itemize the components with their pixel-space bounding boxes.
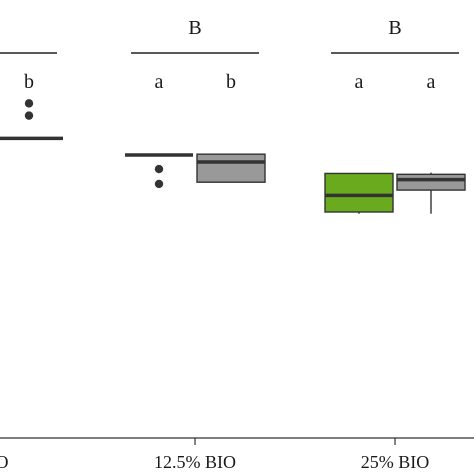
box-letter-label: b bbox=[24, 71, 34, 93]
box-outlier-point bbox=[154, 179, 164, 189]
x-axis: BIO 12.5% BIO 25% BIO bbox=[0, 437, 474, 472]
box-body bbox=[324, 172, 394, 213]
box-letter-label: a bbox=[355, 71, 364, 93]
group-letter-layer: ABB bbox=[0, 17, 459, 54]
box-letter-label: b bbox=[226, 71, 236, 93]
box-letter-label: a bbox=[155, 71, 164, 93]
x-tick-label: 12.5% BIO bbox=[154, 452, 236, 472]
box-outlier-point bbox=[24, 111, 34, 120]
x-tick-label: BIO bbox=[0, 452, 9, 472]
box-body bbox=[196, 153, 266, 183]
box-letter-label: a bbox=[427, 71, 436, 93]
x-tick-label: 25% BIO bbox=[361, 452, 430, 472]
box-outlier-point bbox=[154, 164, 164, 174]
box-body bbox=[396, 173, 466, 191]
group-letter-label: B bbox=[388, 17, 401, 39]
group-letter-label: B bbox=[188, 17, 201, 39]
group-letter-label: A bbox=[0, 17, 1, 39]
box-outlier-point bbox=[24, 99, 34, 108]
